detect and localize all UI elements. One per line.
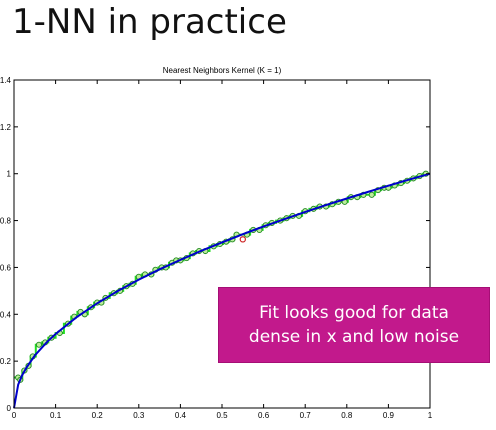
y-tick-label: 0.2 (0, 357, 12, 366)
query-point (239, 236, 246, 243)
data-point (35, 341, 43, 348)
axes-layer: 0 0.1 0.2 0.3 0.4 0.5 0.6 0.7 0.8 0.9 1 0 0.2 0.4 0.6 0… (0, 76, 433, 420)
y-tick-label: 1 (7, 170, 12, 179)
y-tick-label: 1.2 (0, 123, 12, 132)
x-tick-label: 1 (428, 411, 433, 420)
y-tick-label: 0.4 (0, 310, 12, 319)
chart-title: Nearest Neighbors Kernel (K = 1) (163, 66, 282, 75)
slide-title: 1-NN in practice (12, 2, 287, 42)
x-tick-label: 0.9 (383, 411, 395, 420)
x-tick-label: 0.8 (341, 411, 353, 420)
callout-box: Fit looks good for data dense in x and l… (218, 287, 490, 363)
x-tick-label: 0.2 (92, 411, 104, 420)
x-tick-label: 0.5 (216, 411, 228, 420)
x-tick-label: 0.6 (258, 411, 270, 420)
x-tick-label: 0 (12, 411, 17, 420)
y-tick-label: 0.8 (0, 217, 12, 226)
callout-text: Fit looks good for data dense in x and l… (248, 303, 460, 347)
true-function-layer (13, 172, 431, 409)
data-point (368, 191, 375, 198)
true-function-line (13, 172, 431, 409)
x-tick-label: 0.1 (50, 411, 62, 420)
y-tick-label: 0 (7, 404, 12, 413)
x-tick-label: 0.7 (300, 411, 312, 420)
y-tick-label: 0.6 (0, 263, 12, 272)
x-tick-label: 0.4 (175, 411, 187, 420)
query-layer (239, 236, 246, 243)
y-tick-label: 1.4 (0, 76, 12, 85)
x-tick-label: 0.3 (133, 411, 145, 420)
